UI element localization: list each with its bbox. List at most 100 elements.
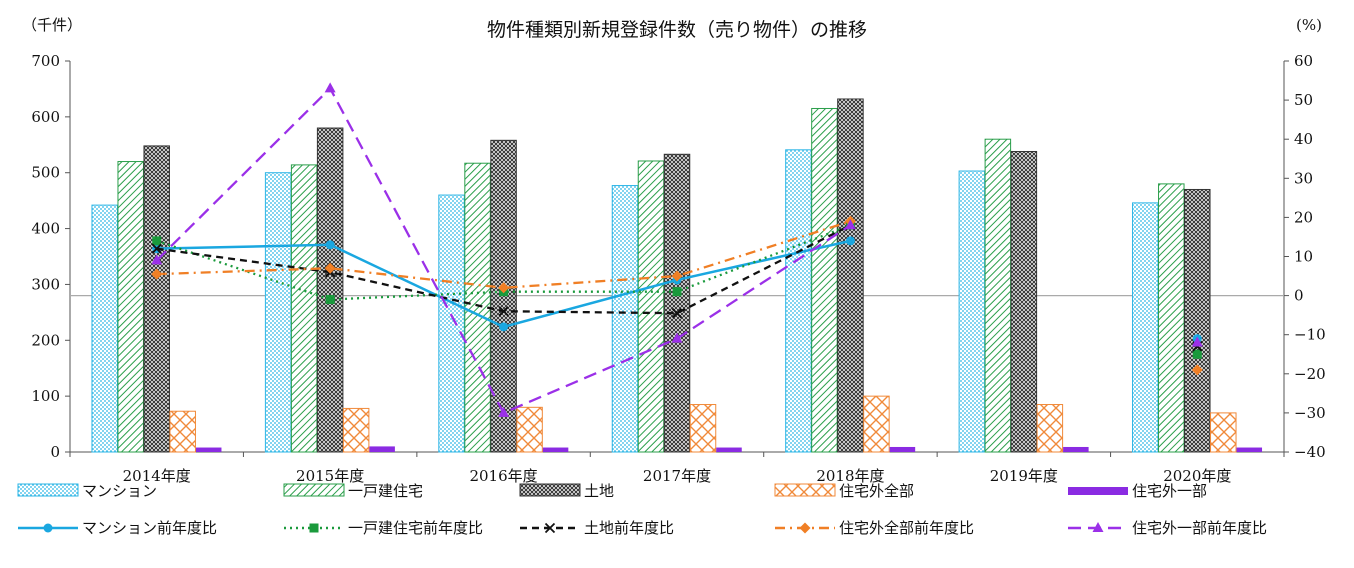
right-axis-tick-label: 50 bbox=[1294, 91, 1313, 109]
left-axis-tick-label: 700 bbox=[31, 52, 60, 70]
series-marker bbox=[1191, 364, 1203, 376]
legend-swatch bbox=[519, 483, 581, 497]
series-marker bbox=[1192, 349, 1202, 359]
series-marker bbox=[151, 254, 163, 265]
right-axis-tick-label: −40 bbox=[1294, 443, 1326, 461]
left-axis-tick-label: 400 bbox=[31, 220, 60, 238]
x-axis-category-label: 2015年度 bbox=[296, 467, 364, 485]
bar bbox=[342, 407, 370, 453]
legend-label: 住宅外一部 bbox=[1132, 482, 1207, 500]
bar bbox=[1236, 447, 1263, 452]
right-axis-tick-label: 60 bbox=[1294, 52, 1313, 70]
left-axis-tick-label: 500 bbox=[31, 164, 60, 182]
bar bbox=[1210, 412, 1237, 453]
bar bbox=[169, 410, 196, 453]
right-axis-tick-label: −30 bbox=[1294, 404, 1326, 422]
right-axis-tick-label: 20 bbox=[1294, 208, 1313, 226]
bar bbox=[264, 172, 292, 453]
right-axis-tick-label: 40 bbox=[1294, 130, 1313, 148]
right-axis-tick-label: 0 bbox=[1294, 287, 1304, 305]
left-axis-tick-label: 300 bbox=[31, 275, 60, 293]
bar bbox=[863, 395, 890, 453]
line-series-group bbox=[151, 82, 1203, 417]
bar bbox=[91, 204, 118, 453]
legend-swatch bbox=[1068, 487, 1128, 495]
legend-label: 住宅外全部 bbox=[839, 482, 914, 500]
bar bbox=[785, 149, 812, 453]
left-axis-tick-label: 100 bbox=[31, 387, 60, 405]
series-marker bbox=[151, 243, 162, 254]
series-marker bbox=[498, 306, 509, 317]
bar bbox=[516, 406, 543, 453]
x-axis-category-label: 2017年度 bbox=[643, 467, 711, 485]
bar bbox=[290, 164, 318, 453]
bar bbox=[438, 194, 465, 453]
legend-swatch bbox=[774, 483, 836, 497]
legend-marker bbox=[544, 522, 556, 534]
bar bbox=[716, 447, 742, 452]
right-axis-tick-label: −20 bbox=[1294, 365, 1326, 383]
series-marker bbox=[152, 236, 162, 246]
x-axis-category-label: 2014年度 bbox=[123, 467, 191, 485]
series-marker bbox=[325, 240, 335, 250]
series-marker bbox=[151, 268, 163, 280]
right-axis-tick-label: 10 bbox=[1294, 248, 1313, 266]
series-marker bbox=[499, 322, 509, 332]
bar bbox=[1036, 404, 1064, 453]
legend-label: 一戸建住宅 bbox=[348, 482, 423, 500]
bar bbox=[117, 161, 144, 453]
right-axis-tick-label: 30 bbox=[1294, 169, 1313, 187]
bar bbox=[143, 145, 170, 453]
x-axis-category-label: 2020年度 bbox=[1163, 467, 1231, 485]
series-marker bbox=[671, 332, 683, 343]
legend-swatch bbox=[283, 483, 345, 497]
legend-marker bbox=[1092, 522, 1104, 532]
bar bbox=[984, 138, 1012, 453]
left-axis-unit: （千件） bbox=[22, 16, 82, 34]
series-marker bbox=[325, 295, 335, 305]
series-marker bbox=[844, 219, 856, 230]
bar bbox=[811, 107, 838, 453]
legend-label: 土地 bbox=[584, 482, 614, 500]
series-marker bbox=[1191, 336, 1203, 347]
legend-marker bbox=[309, 523, 319, 533]
bar bbox=[611, 185, 639, 453]
legend-marker bbox=[799, 522, 811, 534]
legend-label: 土地前年度比 bbox=[584, 519, 674, 537]
series-marker bbox=[672, 287, 682, 297]
chart-title: 物件種類別新規登録件数（売り物件）の推移 bbox=[487, 19, 867, 41]
left-axis-tick-label: 0 bbox=[50, 443, 60, 461]
bar bbox=[542, 447, 569, 452]
bar bbox=[637, 160, 665, 453]
bar bbox=[1132, 202, 1159, 453]
bar bbox=[369, 446, 395, 452]
bar bbox=[889, 446, 916, 452]
bar bbox=[464, 162, 491, 453]
left-axis-tick-label: 200 bbox=[31, 331, 60, 349]
legend-marker bbox=[43, 523, 53, 533]
series-marker bbox=[498, 282, 510, 294]
bar-series-group bbox=[91, 98, 1263, 453]
bar bbox=[689, 404, 717, 453]
series-marker bbox=[498, 406, 510, 417]
legend-label: 一戸建住宅前年度比 bbox=[348, 519, 483, 537]
bar bbox=[663, 153, 691, 453]
series-marker bbox=[671, 308, 683, 319]
series-marker bbox=[324, 262, 336, 274]
legend-label: 住宅外全部前年度比 bbox=[839, 519, 974, 537]
bar bbox=[316, 127, 344, 453]
left-axis-tick-label: 600 bbox=[31, 108, 60, 126]
series-marker bbox=[324, 82, 336, 93]
x-axis-category-label: 2018年度 bbox=[816, 467, 884, 485]
bar bbox=[1010, 150, 1038, 453]
bar bbox=[195, 447, 222, 452]
bar bbox=[837, 98, 864, 453]
legend-label: 住宅外一部前年度比 bbox=[1132, 519, 1267, 537]
legend-label: マンション bbox=[82, 482, 157, 500]
right-axis-unit: (%) bbox=[1296, 16, 1322, 34]
x-axis-category-label: 2016年度 bbox=[469, 467, 537, 485]
series-marker bbox=[671, 270, 683, 282]
